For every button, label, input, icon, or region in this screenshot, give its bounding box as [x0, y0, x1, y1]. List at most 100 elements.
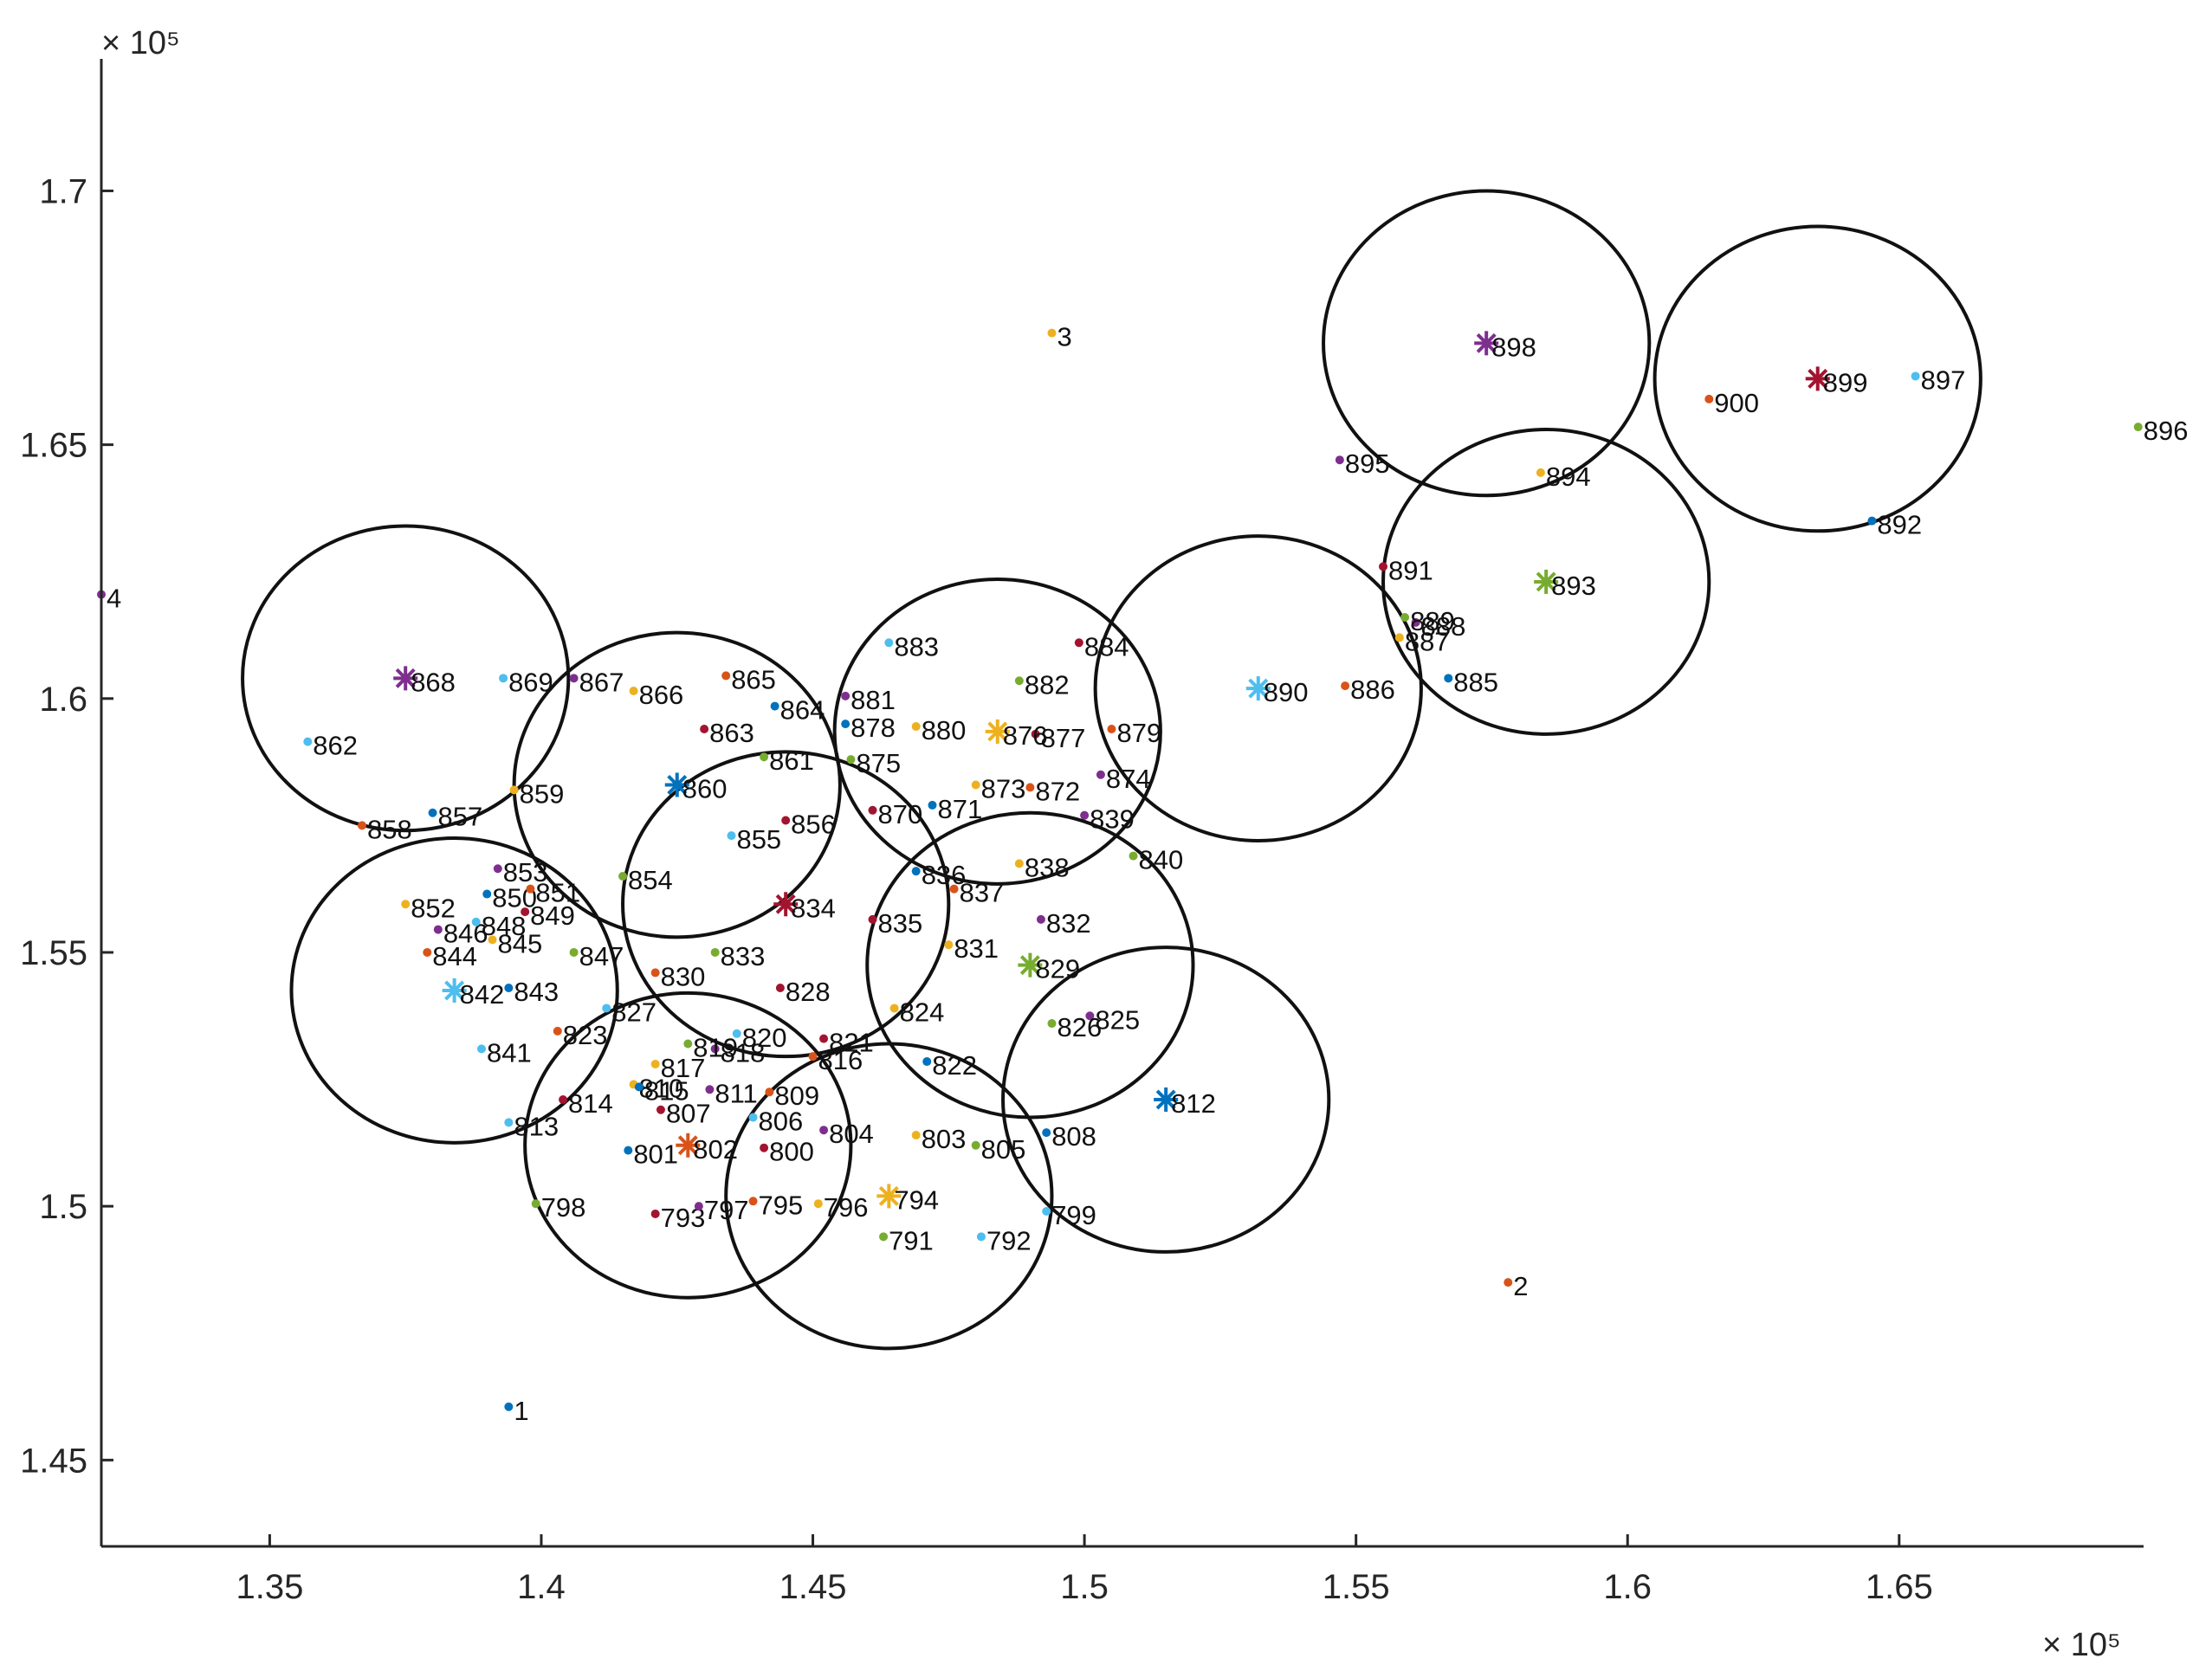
point-label: 892 — [1877, 510, 1922, 540]
data-point — [1042, 1128, 1051, 1138]
data-point — [618, 872, 628, 881]
data-point — [1096, 770, 1105, 779]
data-point — [781, 816, 791, 825]
center-marker — [1245, 676, 1271, 701]
point-label: 855 — [736, 824, 781, 855]
data-point — [499, 674, 508, 683]
data-point — [650, 1209, 660, 1218]
point-label: 895 — [1345, 449, 1390, 479]
data-point — [1504, 1278, 1513, 1287]
center-marker — [442, 978, 467, 1003]
data-point — [433, 925, 443, 934]
data-point — [879, 1232, 889, 1242]
coverage-circle — [621, 750, 951, 1059]
data-point — [944, 940, 954, 950]
data-point — [841, 691, 851, 700]
data-point — [553, 1026, 562, 1036]
coverage-circle — [1001, 945, 1331, 1254]
data-point — [569, 674, 579, 683]
center-marker — [664, 772, 689, 797]
point-label: 792 — [986, 1225, 1032, 1255]
point-label: 900 — [1714, 388, 1759, 418]
point-label: 897 — [1921, 365, 1966, 395]
center-marker — [1018, 952, 1043, 978]
data-point — [1014, 859, 1024, 868]
center-label: 842 — [460, 979, 505, 1010]
point-label: 869 — [508, 667, 553, 697]
data-point — [504, 1118, 514, 1127]
center-label: 876 — [1003, 720, 1048, 751]
point-label: 866 — [639, 680, 684, 710]
point-label: 803 — [922, 1124, 967, 1154]
point-label: 873 — [981, 773, 1026, 803]
point-label: 858 — [367, 814, 412, 844]
data-point — [971, 1140, 980, 1150]
data-point — [846, 755, 856, 765]
point-label: 856 — [791, 810, 836, 840]
point-label: 4 — [107, 584, 121, 614]
data-point — [1107, 724, 1116, 733]
coverage-circles — [241, 189, 1982, 1351]
data-point — [624, 1145, 633, 1155]
data-point — [602, 1004, 611, 1013]
data-point — [509, 785, 519, 795]
point-label: 838 — [1025, 852, 1070, 882]
data-point — [710, 1044, 720, 1054]
data-point — [526, 884, 535, 894]
point-label: 809 — [774, 1081, 819, 1111]
point-label: 828 — [786, 977, 831, 1007]
point-label: 3 — [1057, 322, 1071, 352]
point-label: 832 — [1046, 908, 1091, 939]
data-point — [760, 752, 769, 762]
y-exponent-label: × 10⁵ — [101, 25, 180, 61]
data-point — [884, 638, 894, 648]
point-label: 823 — [563, 1020, 608, 1050]
coverage-circle — [523, 991, 853, 1300]
point-label: 888 — [1421, 611, 1466, 642]
coverage-circle — [289, 836, 619, 1145]
coverage-circle — [512, 630, 842, 939]
data-point — [770, 701, 779, 711]
data-point — [423, 947, 432, 957]
data-point — [1085, 1011, 1095, 1021]
data-point — [1025, 783, 1035, 792]
center-marker — [676, 1133, 701, 1158]
point-label: 801 — [633, 1139, 678, 1170]
point-label: 822 — [932, 1050, 977, 1081]
point-label: 852 — [411, 893, 456, 923]
point-label: 853 — [503, 857, 548, 887]
point-label: 878 — [851, 713, 896, 743]
coverage-circle — [832, 578, 1162, 886]
data-point — [694, 1202, 703, 1211]
center-marker — [1154, 1087, 1179, 1113]
data-point — [1341, 681, 1350, 691]
point-label: 846 — [443, 919, 488, 949]
point-label: 887 — [1405, 626, 1450, 656]
point-label: 816 — [818, 1045, 863, 1075]
point-label: 861 — [769, 745, 814, 776]
point-label: 820 — [742, 1023, 787, 1053]
point-label: 1 — [514, 1396, 528, 1426]
point-label: 884 — [1084, 631, 1129, 661]
point-label: 797 — [704, 1195, 749, 1225]
point-label: 806 — [759, 1107, 804, 1137]
point-label: 889 — [1410, 606, 1455, 636]
data-point — [488, 935, 497, 945]
center-label: 890 — [1264, 677, 1309, 707]
point-label: 810 — [639, 1073, 684, 1103]
data-point — [1536, 468, 1545, 477]
point-label: 864 — [780, 695, 825, 726]
center-marker — [876, 1184, 902, 1209]
data-point — [493, 864, 502, 874]
data-point — [911, 1131, 921, 1140]
point-label: 882 — [1025, 669, 1070, 700]
data-point — [976, 1232, 986, 1242]
point-label: 791 — [889, 1225, 934, 1255]
center-label: 893 — [1551, 571, 1596, 601]
point-label: 836 — [922, 860, 967, 890]
point-label: 845 — [498, 928, 543, 958]
point-label: 827 — [611, 997, 656, 1027]
point-label: 854 — [628, 865, 673, 895]
point-label: 896 — [2144, 416, 2189, 446]
data-point — [428, 808, 437, 817]
